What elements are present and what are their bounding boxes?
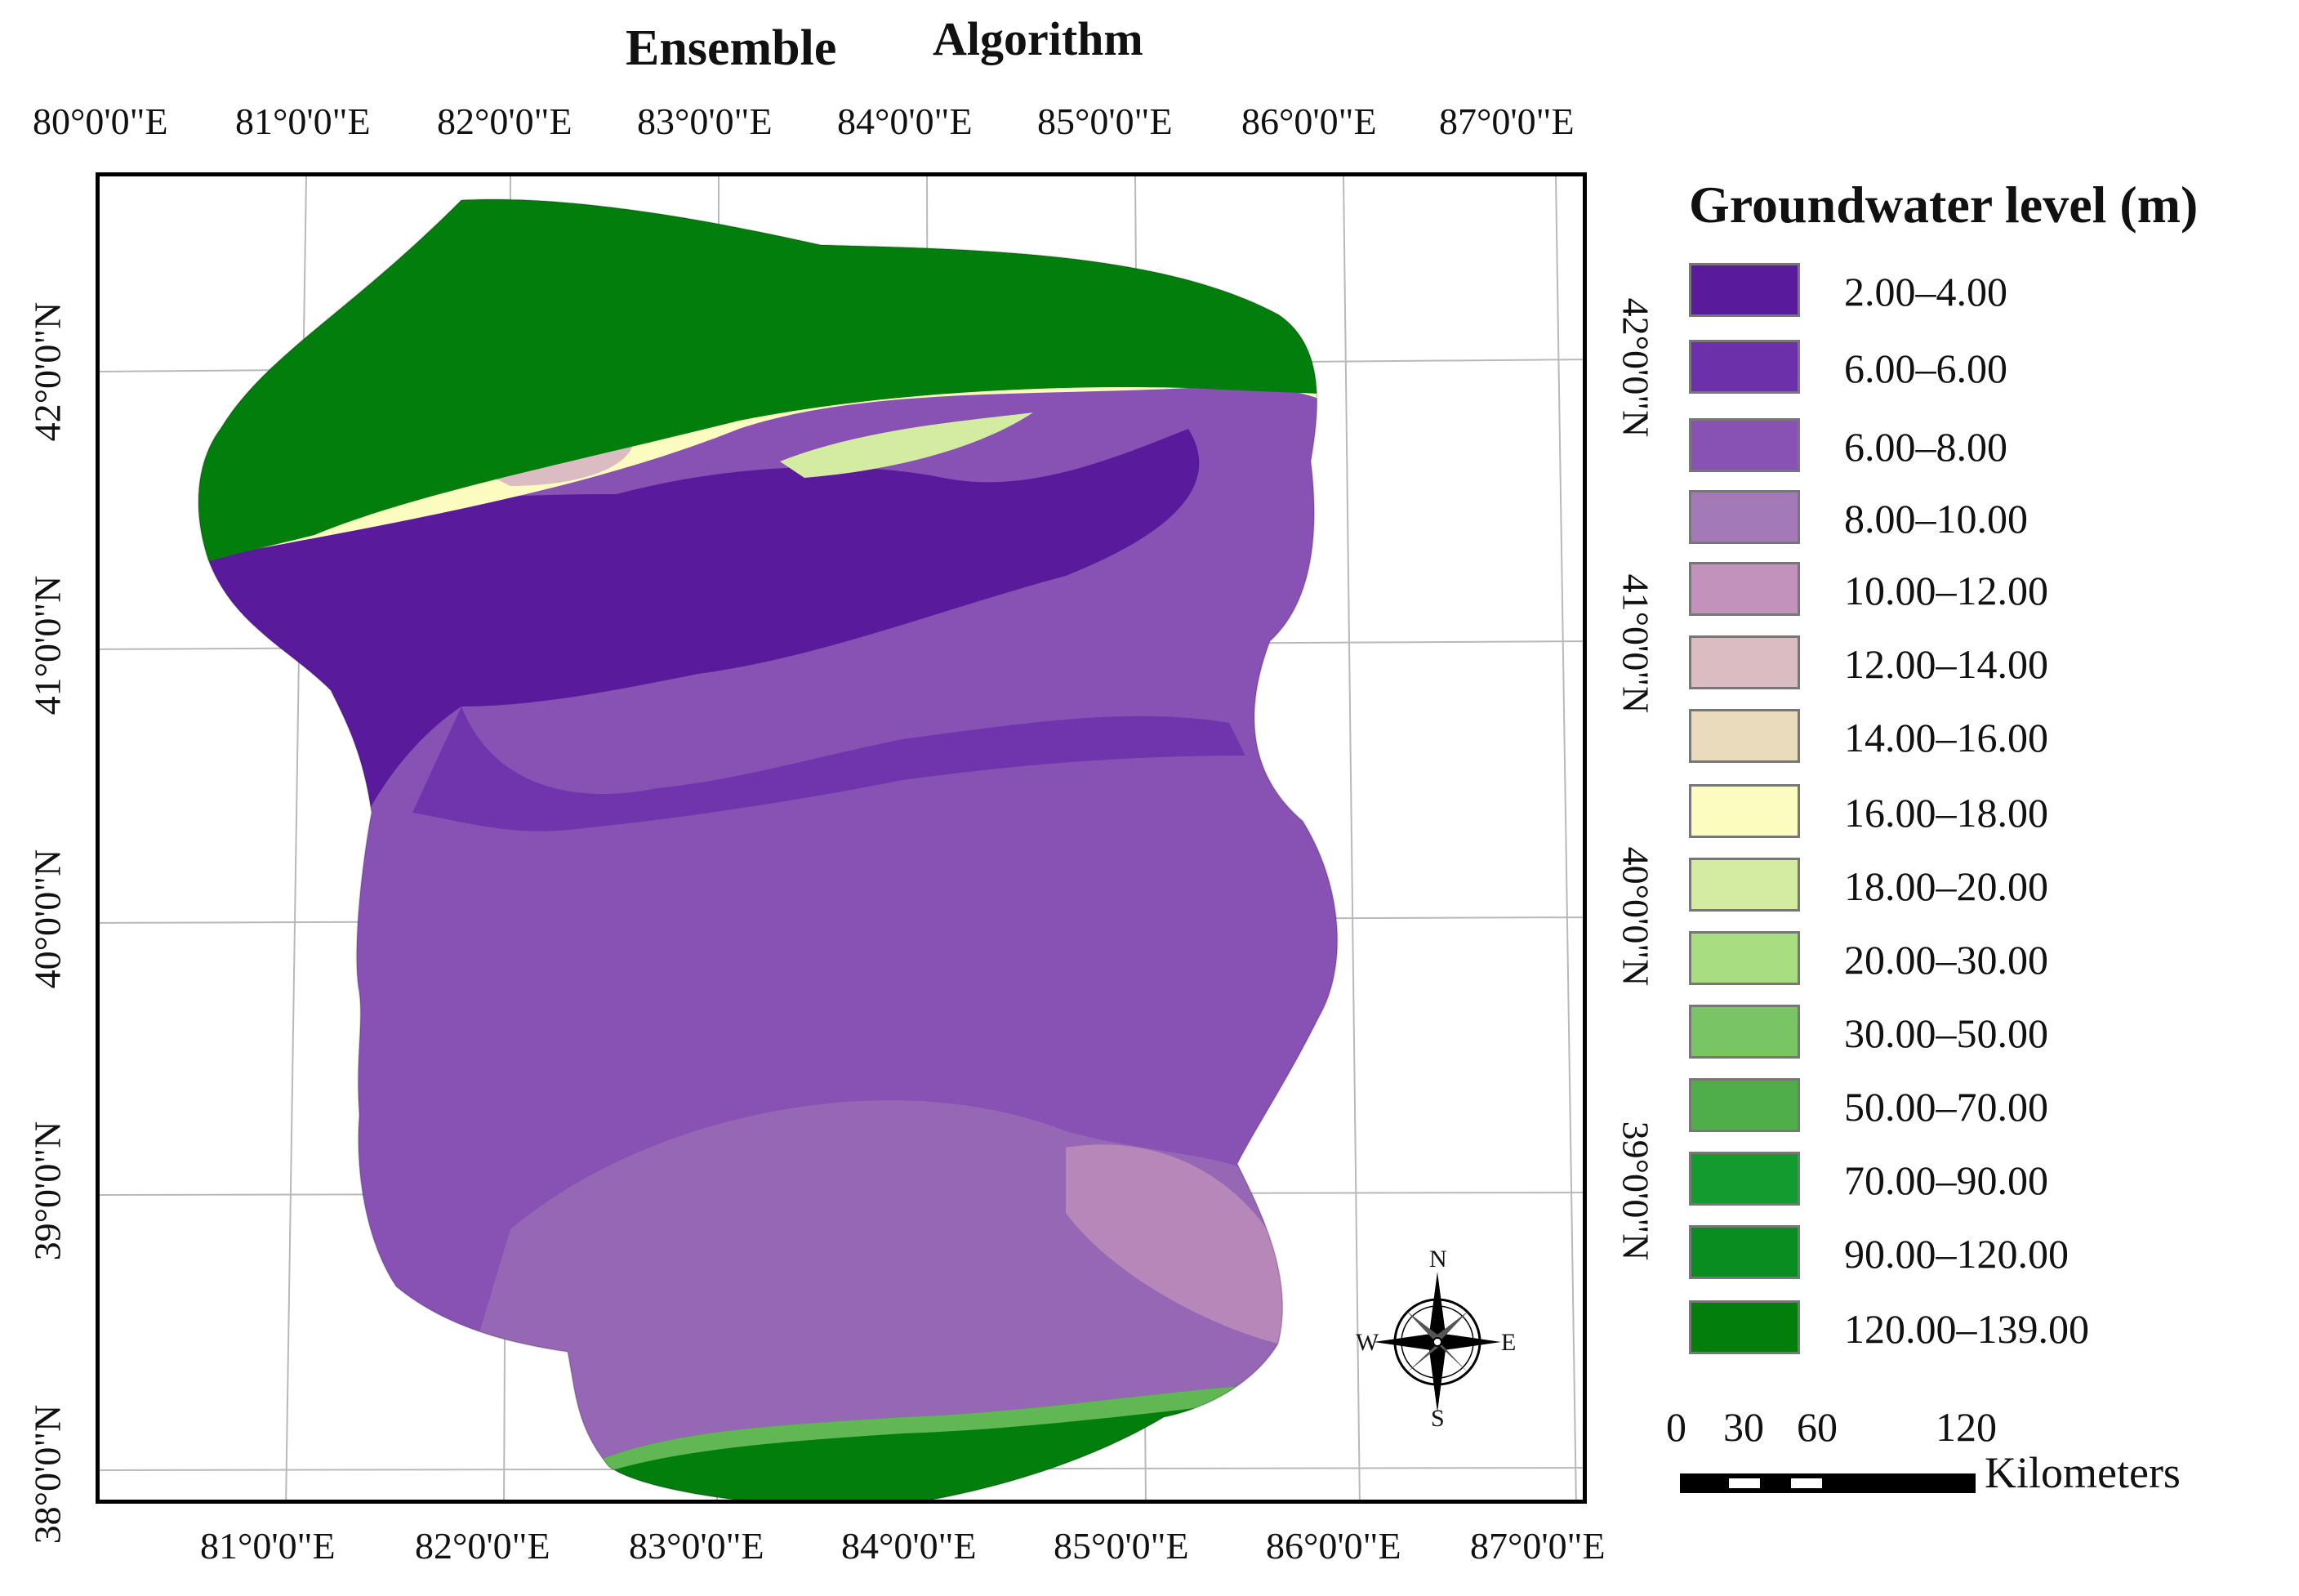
- region-10-12m: [1066, 1144, 1294, 1344]
- scale-label: 30: [1723, 1404, 1764, 1450]
- scale-label: 60: [1797, 1404, 1838, 1450]
- left-tick-label: 41°0'0"N: [26, 575, 69, 716]
- north-arrow: N S W E: [1356, 1246, 1519, 1433]
- bottom-tick-label: 83°0'0"E: [629, 1525, 764, 1567]
- top-tick-label: 80°0'0"E: [33, 100, 168, 142]
- legend-label: 70.00–90.00: [1844, 1157, 2048, 1203]
- legend-label: 10.00–12.00: [1844, 568, 2048, 613]
- north-letter: N: [1429, 1246, 1447, 1273]
- scale-label: 0: [1666, 1404, 1686, 1450]
- legend-swatch: [1689, 858, 1800, 912]
- legend-swatch: [1689, 709, 1800, 763]
- legend-label: 6.00–8.00: [1844, 424, 2007, 470]
- legend-label: 90.00–120.00: [1844, 1231, 2069, 1277]
- right-tick-label: 41°0'0"N: [1615, 573, 1657, 714]
- compass-icon: [1374, 1272, 1501, 1412]
- legend-label: 14.00–16.00: [1844, 715, 2048, 760]
- top-tick-label: 85°0'0"E: [1037, 100, 1173, 142]
- legend-swatch: [1689, 1152, 1800, 1206]
- top-tick-label: 83°0'0"E: [637, 100, 773, 142]
- legend-label: 20.00–30.00: [1844, 937, 2048, 983]
- legend-label: 30.00–50.00: [1844, 1010, 2048, 1056]
- legend-label: 50.00–70.00: [1844, 1084, 2048, 1130]
- bottom-tick-label: 85°0'0"E: [1054, 1525, 1189, 1567]
- top-tick-label: 86°0'0"E: [1241, 100, 1377, 142]
- right-tick-label: 39°0'0"N: [1615, 1121, 1657, 1261]
- legend-swatch: [1689, 490, 1800, 544]
- legend-label: 2.00–4.00: [1844, 269, 2007, 314]
- legend-swatch: [1689, 784, 1800, 838]
- legend-swatch: [1689, 635, 1800, 689]
- region-18-20m: [780, 412, 1033, 478]
- legend-label: 12.00–14.00: [1844, 641, 2048, 687]
- legend-title: Groundwater level (m): [1689, 176, 2199, 234]
- map-frame: [96, 172, 1587, 1504]
- scale-label: 120: [1936, 1404, 1997, 1450]
- title-ensemble: Ensemble: [626, 20, 837, 76]
- top-tick-label: 82°0'0"E: [437, 100, 573, 142]
- region-120-139m-south: [494, 1384, 1311, 1500]
- bottom-tick-label: 84°0'0"E: [841, 1525, 977, 1567]
- region-30-50m: [576, 1384, 1262, 1482]
- legend-swatch: [1689, 263, 1800, 317]
- bottom-tick-label: 87°0'0"E: [1470, 1525, 1606, 1567]
- bottom-tick-label: 82°0'0"E: [415, 1525, 550, 1567]
- title-algorithm: Algorithm: [933, 12, 1143, 65]
- study-region: [198, 199, 1338, 1500]
- top-tick-label: 81°0'0"E: [235, 100, 371, 142]
- top-tick-label: 84°0'0"E: [837, 100, 973, 142]
- groundwater-map: [100, 176, 1583, 1500]
- legend-label: 120.00–139.00: [1844, 1306, 2089, 1352]
- south-letter: S: [1431, 1405, 1445, 1432]
- bottom-tick-label: 81°0'0"E: [200, 1525, 336, 1567]
- legend-label: 18.00–20.00: [1844, 863, 2048, 909]
- scale-units: Kilometers: [1985, 1448, 2181, 1497]
- right-tick-label: 40°0'0"N: [1615, 846, 1657, 987]
- legend-label: 8.00–10.00: [1844, 496, 2028, 542]
- legend-swatch: [1689, 562, 1800, 616]
- legend-swatch: [1689, 1078, 1800, 1132]
- legend-swatch: [1689, 340, 1800, 394]
- left-tick-label: 39°0'0"N: [26, 1121, 69, 1261]
- west-letter: W: [1356, 1329, 1379, 1356]
- legend-swatch: [1689, 1225, 1800, 1279]
- left-tick-label: 40°0'0"N: [26, 849, 69, 989]
- left-tick-label: 42°0'0"N: [26, 301, 69, 442]
- legend-label: 16.00–18.00: [1844, 790, 2048, 836]
- left-tick-label: 38°0'0"N: [26, 1404, 69, 1545]
- legend-swatch: [1689, 931, 1800, 985]
- east-letter: E: [1501, 1329, 1517, 1356]
- legend-label: 6.00–6.00: [1844, 346, 2007, 391]
- bottom-tick-label: 86°0'0"E: [1266, 1525, 1401, 1567]
- region-outline: [198, 198, 1339, 1500]
- region-4-6m: [412, 707, 1245, 831]
- region-2-4m-core: [592, 502, 889, 659]
- right-tick-label: 42°0'0"N: [1615, 297, 1657, 438]
- scale-bar: [1680, 1473, 1976, 1493]
- legend-swatch: [1689, 418, 1800, 472]
- top-tick-label: 87°0'0"E: [1439, 100, 1575, 142]
- legend-swatch: [1689, 1300, 1800, 1354]
- legend-swatch: [1689, 1005, 1800, 1059]
